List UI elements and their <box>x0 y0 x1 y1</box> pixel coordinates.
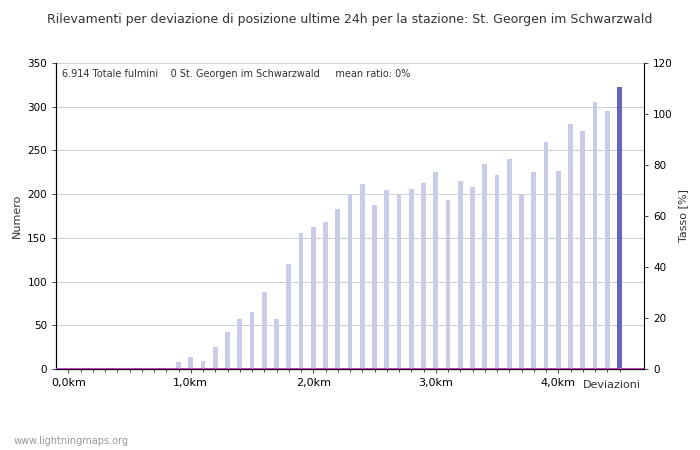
Bar <box>531 172 536 369</box>
Bar <box>213 347 218 369</box>
Bar <box>323 222 328 369</box>
Bar <box>201 361 206 369</box>
Bar <box>311 227 316 369</box>
Bar <box>568 124 573 369</box>
Bar <box>286 264 291 369</box>
Bar <box>225 332 230 369</box>
Legend: deviazione dalla posizone, deviazione stazione di St. Georgen im Schwarzwald, Pe: deviazione dalla posizone, deviazione st… <box>50 446 659 450</box>
Bar <box>262 292 267 369</box>
Bar <box>556 171 561 369</box>
Bar <box>188 357 193 369</box>
Bar <box>433 172 438 369</box>
Bar <box>617 87 622 369</box>
Bar <box>580 131 585 369</box>
Bar <box>421 183 426 369</box>
Bar <box>543 142 548 369</box>
Bar <box>519 194 524 369</box>
Bar <box>384 190 389 369</box>
Bar <box>250 312 255 369</box>
Bar <box>298 234 304 369</box>
Bar <box>409 189 414 369</box>
Text: 6.914 Totale fulmini    0 St. Georgen im Schwarzwald     mean ratio: 0%: 6.914 Totale fulmini 0 St. Georgen im Sc… <box>62 69 410 79</box>
Bar <box>446 200 451 369</box>
Bar <box>592 102 597 369</box>
Bar <box>396 194 402 369</box>
Y-axis label: Numero: Numero <box>12 194 22 238</box>
Text: Deviazioni: Deviazioni <box>582 380 640 390</box>
Bar <box>335 209 340 369</box>
Bar <box>507 159 512 369</box>
Text: www.lightningmaps.org: www.lightningmaps.org <box>14 436 129 446</box>
Bar <box>274 319 279 369</box>
Text: Rilevamenti per deviazione di posizione ultime 24h per la stazione: St. Georgen : Rilevamenti per deviazione di posizione … <box>48 14 652 27</box>
Y-axis label: Tasso [%]: Tasso [%] <box>678 189 688 243</box>
Bar <box>347 194 352 369</box>
Bar <box>494 175 499 369</box>
Bar <box>237 319 242 369</box>
Bar <box>360 184 365 369</box>
Bar <box>482 163 487 369</box>
Bar <box>372 205 377 369</box>
Bar <box>176 362 181 369</box>
Bar <box>458 181 463 369</box>
Bar <box>605 111 610 369</box>
Bar <box>470 187 475 369</box>
